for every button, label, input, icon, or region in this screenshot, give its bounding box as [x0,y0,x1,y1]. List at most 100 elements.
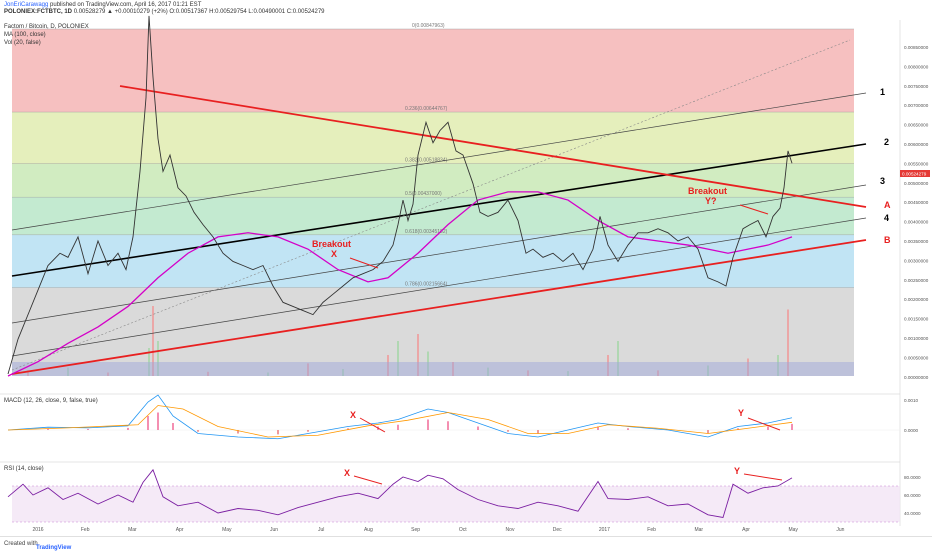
breakout-x-arrow [349,257,379,269]
fib-label-5: 0.786(0.00215664) [405,282,448,288]
macd-x-label: X [350,410,356,420]
macd-histogram-bar [447,421,449,430]
price-line [7,15,793,375]
fib-band-4 [12,234,854,288]
y-tick-label: 0.00400000 [904,220,929,225]
line-label-A: A [884,200,891,210]
macd-histogram-bar [397,424,399,430]
rsi-legend: RSI (14, close) [4,466,44,472]
volume-bar [152,306,154,376]
macd-histogram-bar [627,428,629,430]
macd-line [7,394,793,440]
macd-tick: 0.0010 [904,398,918,403]
x-tick-label: Jun [836,527,844,533]
price-chart[interactable]: 0(0.00847963) 0.236(0.00644767) 0.382(0.00… [0,0,932,536]
x-tick-label: Sep [411,527,420,533]
macd-histogram-bar [507,430,509,432]
fib-band-3 [12,197,854,235]
macd-y-label: Y [738,408,744,418]
y-tick-label: 0.00000000 [904,375,929,380]
breakout-y-label: Breakout [688,186,727,196]
ticker: POLONIEX:FCTBTC, 1D [4,9,73,15]
volume-bar [617,341,619,376]
rsi-tick: 80.0000 [904,475,921,480]
y-tick-label: 0.00650000 [904,123,929,128]
last-price-label: 0.00524279 [902,172,927,177]
x-tick-label: Jun [270,527,278,533]
quote-line: POLONIEX:FCTBTC, 1D 0.00528279 ▲ +0.0001… [4,9,325,16]
trendline-1 [11,92,867,231]
x-tick-label: 2017 [599,527,610,533]
x-tick-label: Mar [128,527,137,533]
author-link[interactable]: JonEriCarawagg [4,2,49,8]
line-label-B: B [884,235,891,245]
macd-tick: 0.0000 [904,428,918,433]
y-tick-label: 0.00050000 [904,355,929,360]
breakout-y-letter: Y? [705,196,717,206]
fib-label-1: 0.236(0.00644767) [405,106,448,112]
x-tick-label: Apr [742,527,750,533]
macd-y-arrow [747,417,781,431]
y-tick-label: 0.00250000 [904,278,929,283]
volume-bar [157,341,159,376]
macd-histogram-bar [127,427,129,430]
support-line-b [11,239,867,375]
breakout-x-letter: X [331,249,337,259]
footer: Created with TradingView [0,536,932,551]
y-tick-label: 0.00150000 [904,317,929,322]
macd-histogram-bar [87,428,89,430]
trendline-2 [11,143,867,277]
volume-bar [397,341,399,376]
ma-line [7,191,793,377]
published-text: published on TradingView.com, April 16, … [50,2,202,8]
breakout-x-label: Breakout [312,239,351,249]
x-tick-label: Feb [647,527,656,533]
macd-histogram-bar [737,428,739,430]
x-tick-label: Nov [506,527,515,533]
signal-line [7,405,793,438]
rsi-x-label: X [344,468,350,478]
last-price-marker [900,170,930,177]
macd-histogram-bar [347,428,349,430]
volume-ma-area [12,362,854,376]
y-tick-label: 0.00300000 [904,258,929,263]
y-tick-label: 0.00800000 [904,64,929,69]
ma-legend: MA (100, close) [4,32,46,38]
symbol-title: Factom / Bitcoin, D, POLONIEX [4,24,89,30]
macd-histogram-bar [237,430,239,434]
fib-label-3: 0.5(0.00437000) [405,191,442,197]
macd-histogram-bar [477,426,479,430]
line-label-4: 4 [884,213,889,223]
x-tick-label: Dec [553,527,562,533]
fib-label-4: 0.618(0.00345182) [405,229,448,235]
rsi-x-arrow [353,475,383,485]
volume-bar [787,309,789,376]
macd-x-arrow [359,417,386,433]
macd-histogram-bar [707,430,709,434]
rsi-line [7,468,793,519]
vol-legend: Vol (20, false) [4,40,41,46]
x-tick-label: 2016 [32,527,43,533]
x-tick-label: Oct [459,527,467,533]
y-tick-label: 0.00350000 [904,239,929,244]
macd-histogram-bar [307,430,309,432]
y-tick-label: 0.00700000 [904,103,929,108]
breakout-y-arrow [739,204,769,215]
volume-bar [417,334,419,376]
x-tick-label: Jul [318,527,324,533]
y-tick-label: 0.00850000 [904,45,929,50]
y-tick-label: 0.00600000 [904,142,929,147]
y-tick-label: 0.00750000 [904,84,929,89]
x-tick-label: Apr [176,527,184,533]
rsi-tick: 60.0000 [904,493,921,498]
y-tick-label: 0.00200000 [904,297,929,302]
macd-histogram-bar [172,423,174,430]
x-tick-label: Aug [364,527,373,533]
y-tick-label: 0.00500000 [904,181,929,186]
macd-histogram-bar [157,412,159,430]
line-label-2: 2 [884,137,889,147]
macd-histogram-bar [147,416,149,430]
line-label-3: 3 [880,176,885,186]
fib-band-0 [12,29,854,113]
x-tick-label: Mar [694,527,703,533]
